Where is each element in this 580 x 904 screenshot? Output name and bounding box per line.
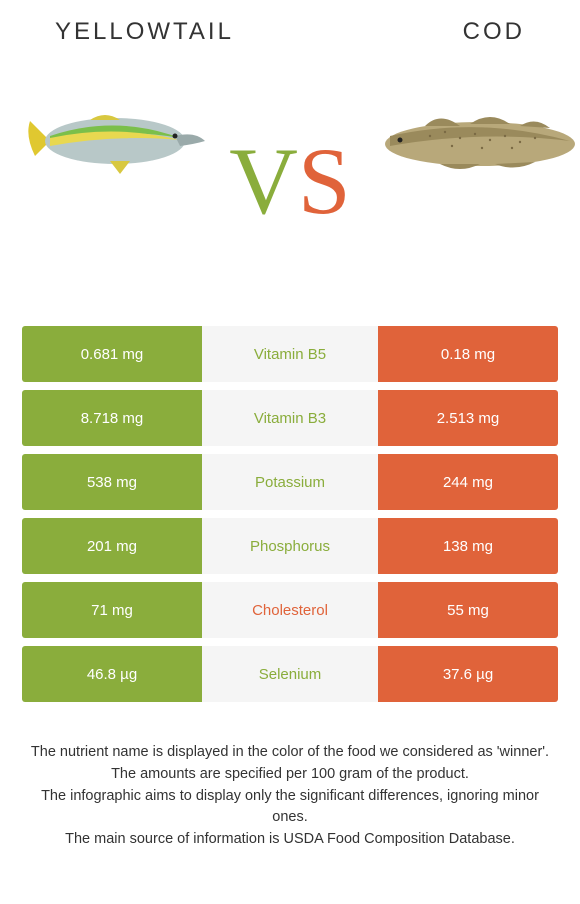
- value-right: 2.513 mg: [378, 390, 558, 446]
- value-right: 55 mg: [378, 582, 558, 638]
- nutrient-label: Vitamin B5: [202, 326, 378, 382]
- table-row: 538 mgPotassium244 mg: [22, 454, 558, 510]
- vs-v: V: [229, 128, 298, 234]
- footer-line-1: The nutrient name is displayed in the co…: [25, 742, 555, 764]
- value-left: 8.718 mg: [22, 390, 202, 446]
- value-right: 138 mg: [378, 518, 558, 574]
- value-left: 71 mg: [22, 582, 202, 638]
- vs-label: VS: [229, 134, 350, 229]
- footer-line-3: The infographic aims to display only the…: [25, 786, 555, 830]
- cod-image: [370, 96, 580, 191]
- nutrient-label: Phosphorus: [202, 518, 378, 574]
- value-left: 46.8 µg: [22, 646, 202, 702]
- value-right: 37.6 µg: [378, 646, 558, 702]
- table-row: 0.681 mgVitamin B50.18 mg: [22, 326, 558, 382]
- footer-notes: The nutrient name is displayed in the co…: [25, 742, 555, 851]
- nutrient-label: Selenium: [202, 646, 378, 702]
- value-right: 244 mg: [378, 454, 558, 510]
- value-left: 538 mg: [22, 454, 202, 510]
- title-right: COD: [463, 18, 525, 46]
- table-row: 71 mgCholesterol55 mg: [22, 582, 558, 638]
- title-left: YELLOWTAIL: [55, 18, 234, 46]
- footer-line-2: The amounts are specified per 100 gram o…: [25, 764, 555, 786]
- table-row: 8.718 mgVitamin B32.513 mg: [22, 390, 558, 446]
- value-right: 0.18 mg: [378, 326, 558, 382]
- nutrient-label: Potassium: [202, 454, 378, 510]
- vs-s: S: [298, 128, 351, 234]
- table-row: 46.8 µgSelenium37.6 µg: [22, 646, 558, 702]
- yellowtail-image: [20, 96, 210, 191]
- header: YELLOWTAIL COD: [0, 0, 580, 46]
- value-left: 201 mg: [22, 518, 202, 574]
- nutrient-table: 0.681 mgVitamin B50.18 mg 8.718 mgVitamin…: [22, 326, 558, 702]
- comparison-images: VS: [0, 86, 580, 286]
- nutrient-label: Vitamin B3: [202, 390, 378, 446]
- value-left: 0.681 mg: [22, 326, 202, 382]
- nutrient-label: Cholesterol: [202, 582, 378, 638]
- table-row: 201 mgPhosphorus138 mg: [22, 518, 558, 574]
- footer-line-4: The main source of information is USDA F…: [25, 829, 555, 851]
